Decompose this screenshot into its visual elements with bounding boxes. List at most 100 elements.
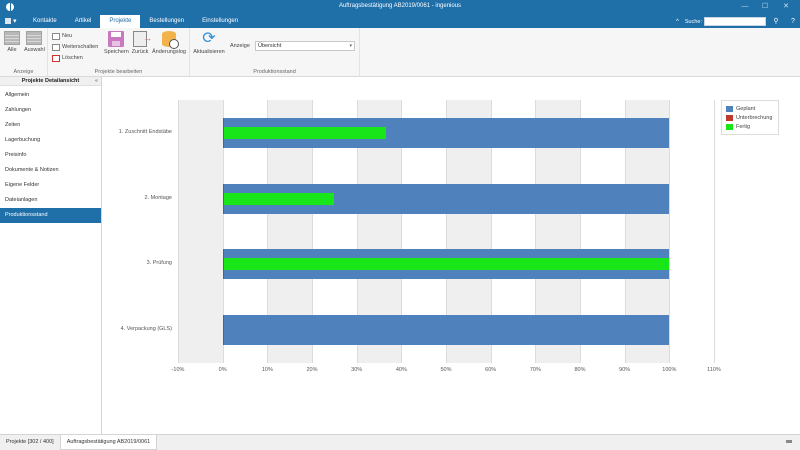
sidebar-item-eigene-felder[interactable]: Eigene Felder [5, 182, 40, 188]
group-label-anzeige: Anzeige [13, 69, 34, 75]
group-label-projekte-bearbeiten: Projekte bearbeiten [94, 69, 143, 75]
collapse-ribbon-icon[interactable]: ^ [676, 18, 679, 25]
aenderungslog-label: Änderungslog [152, 49, 186, 55]
speichern-button[interactable]: Speichern [104, 31, 129, 55]
chart-gridline [356, 100, 358, 363]
auswahl-button[interactable]: Auswahl [24, 31, 45, 53]
ribbon-group-produktionsstand: ⟳ Aktualisieren Anzeige Übersicht ▾ Prod… [190, 28, 360, 77]
grid-menu-icon [5, 18, 11, 25]
legend-label: Unterbrechung [736, 114, 773, 121]
category-label: 4. Verpackung (GLS) [120, 326, 172, 333]
app-menu-button[interactable]: ▾ [5, 17, 19, 27]
app-logo-icon[interactable] [6, 3, 14, 11]
zurueck-label: Zurück [131, 49, 149, 55]
bar-unterbrechung[interactable] [222, 117, 224, 148]
search-label: Suche: [684, 18, 702, 25]
sidebar: Projekte Detailansicht « Allgemein Zahlu… [0, 77, 102, 434]
tab-kontakte[interactable]: Kontakte [33, 18, 57, 24]
aktualisieren-button[interactable]: ⟳ Aktualisieren [192, 30, 226, 56]
title-bar: Auftragsbestätigung AB2019/0061 - ingeni… [0, 0, 800, 28]
production-chart: 1. Zuschnitt Endstäbe 2. Montage 3. Prüfun… [103, 77, 800, 434]
x-tick-label: 20% [306, 367, 318, 373]
ribbon: Alle Auswahl Anzeige Neu Weiterschalten … [0, 28, 800, 77]
bar-fertig[interactable] [223, 258, 670, 271]
legend-label: Geplant [736, 105, 756, 112]
help-button[interactable]: ? [791, 18, 795, 25]
legend-item-unterbrechung: Unterbrechung [726, 113, 774, 122]
binoculars-icon[interactable]: ⚲ [773, 18, 779, 25]
loeschen-label: Löschen [62, 55, 83, 61]
sidebar-item-preisinfo[interactable]: Preisinfo [5, 152, 27, 158]
maximize-button[interactable]: ☐ [761, 3, 769, 10]
chart-legend: Geplant Unterbrechung Fertig [721, 100, 779, 135]
chart-gridline [624, 100, 626, 363]
chart-gridline [535, 100, 537, 363]
legend-item-geplant: Geplant [726, 104, 774, 113]
anzeige-label: Anzeige [230, 43, 250, 49]
category-label: 1. Zuschnitt Endstäbe [118, 128, 172, 135]
doc-tab-projekte[interactable]: Projekte [302 / 400] [6, 439, 54, 445]
bar-unterbrechung[interactable] [222, 249, 224, 280]
bar-unterbrechung[interactable] [222, 315, 224, 346]
x-tick-label: 10% [261, 367, 273, 373]
doc-tab-auftragsbestaetigung[interactable]: Auftragsbestätigung AB2019/0061 [59, 435, 158, 450]
table-selection-icon [26, 31, 42, 45]
search-input[interactable] [704, 17, 766, 26]
legend-swatch-unterbrechung [726, 114, 733, 121]
legend-item-fertig: Fertig [726, 122, 774, 131]
anzeige-select[interactable]: Übersicht ▾ [255, 41, 355, 51]
x-tick-label: 90% [619, 367, 631, 373]
legend-swatch-geplant [726, 105, 733, 112]
neu-label: Neu [62, 33, 73, 39]
refresh-icon: ⟳ [202, 30, 216, 47]
bar-fertig[interactable] [223, 192, 335, 205]
chevron-down-icon: ▾ [12, 18, 17, 25]
sidebar-item-zahlungen[interactable]: Zahlungen [5, 107, 31, 113]
sidebar-title: Projekte Detailansicht [21, 78, 80, 84]
x-tick-label: 80% [574, 367, 586, 373]
x-tick-label: -10% [171, 367, 185, 373]
aktualisieren-label: Aktualisieren [193, 49, 225, 55]
alle-label: Alle [7, 47, 17, 53]
ribbon-group-projekte-bearbeiten: Neu Weiterschalten Löschen Speichern Zur… [48, 28, 190, 77]
close-button[interactable]: ✕ [783, 3, 789, 10]
table-icon [4, 31, 20, 45]
chart-gridline [446, 100, 447, 363]
sidebar-item-allgemein[interactable]: Allgemein [5, 92, 30, 98]
tab-einstellungen[interactable]: Einstellungen [202, 18, 239, 24]
tab-bestellungen[interactable]: Bestellungen [149, 18, 185, 24]
database-clock-icon [162, 31, 179, 49]
sidebar-item-lagerbuchung[interactable]: Lagerbuchung [5, 137, 41, 143]
collapse-sidebar-icon[interactable]: « [94, 78, 98, 84]
alle-button[interactable]: Alle [4, 31, 20, 53]
document-tabs: Projekte [302 / 400] Auftragsbestätigung… [0, 434, 800, 450]
x-tick-label: 70% [529, 367, 541, 373]
bar-fertig[interactable] [223, 126, 386, 139]
sidebar-item-dokumente-notizen[interactable]: Dokumente & Notizen [5, 167, 59, 173]
sidebar-item-dateianlagen[interactable]: Dateianlagen [5, 197, 38, 203]
sidebar-item-produktionsstand[interactable]: Produktionsstand [0, 208, 101, 223]
x-tick-label: 40% [395, 367, 407, 373]
chart-gridline [669, 100, 671, 363]
exit-back-icon [133, 31, 152, 47]
chart-gridline [222, 100, 224, 363]
loeschen-button[interactable]: Löschen [52, 53, 83, 63]
neu-button[interactable]: Neu [52, 31, 72, 41]
bar-geplant[interactable] [222, 315, 670, 346]
bar-unterbrechung[interactable] [222, 183, 224, 214]
zurueck-button[interactable]: Zurück [130, 31, 152, 55]
chart-gridline [267, 100, 269, 363]
tab-artikel[interactable]: Artikel [74, 18, 92, 24]
sidebar-item-zeiten[interactable]: Zeiten [5, 122, 21, 128]
tab-projekte[interactable]: Projekte [100, 15, 141, 28]
minimize-button[interactable]: — [741, 3, 749, 10]
ribbon-tabs: Kontakte Artikel Projekte Bestellungen E… [24, 15, 247, 28]
speichern-label: Speichern [104, 49, 129, 55]
weiterschalten-button[interactable]: Weiterschalten [52, 42, 98, 52]
chart-gridline [580, 100, 581, 363]
anzeige-select-value: Übersicht [258, 43, 282, 49]
category-label: 2. Montage [144, 194, 172, 201]
aenderungslog-button[interactable]: Änderungslog [151, 31, 187, 55]
new-document-icon [52, 32, 60, 40]
search-area: ^ Suche: ⚲ ? [676, 15, 800, 28]
